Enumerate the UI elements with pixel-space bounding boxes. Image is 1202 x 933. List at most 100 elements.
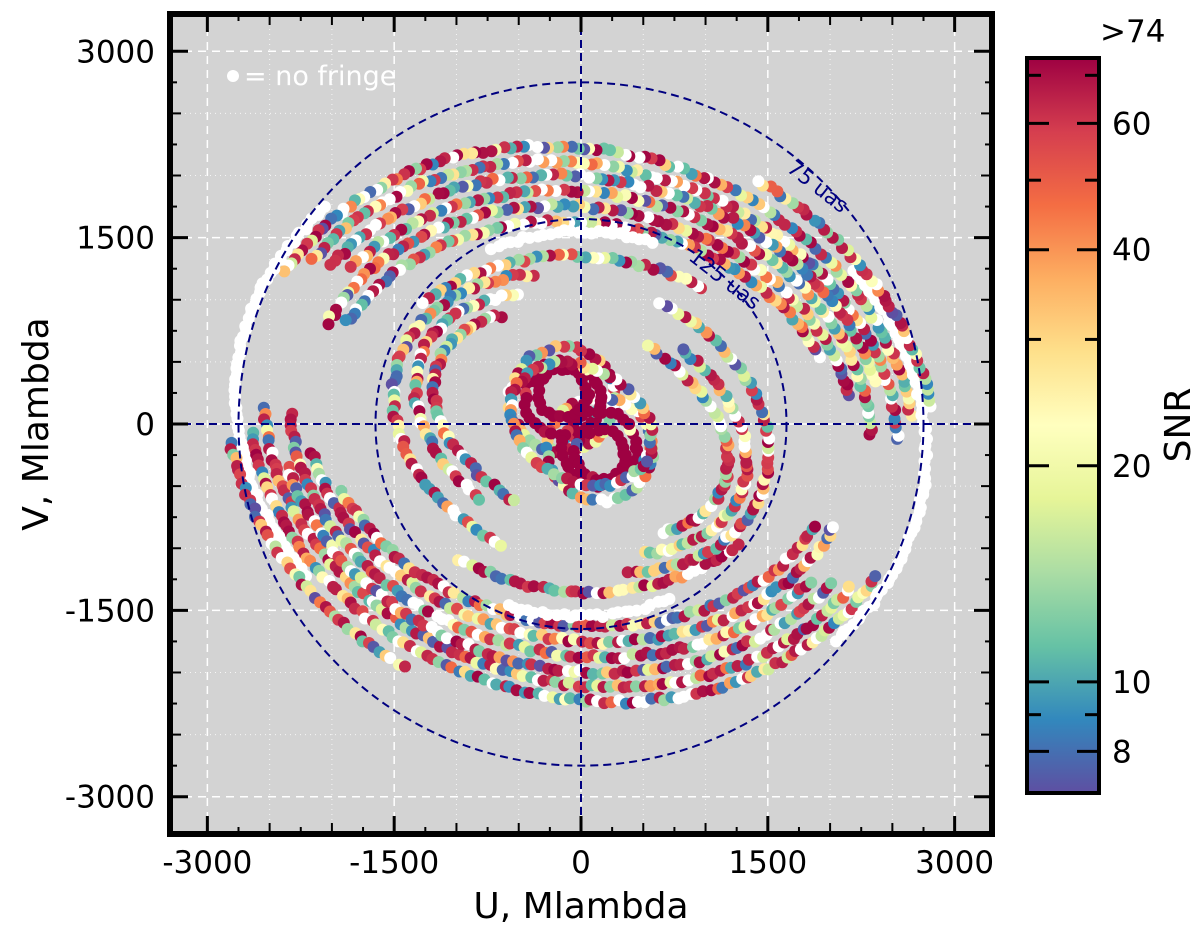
- data-point: [462, 610, 475, 623]
- data-point: [506, 156, 519, 169]
- data-point: [641, 339, 654, 352]
- x-tick-label: -3000: [162, 845, 252, 881]
- data-point: [593, 424, 605, 437]
- data-point: [809, 214, 821, 227]
- data-point: [262, 434, 275, 447]
- colorbar-title: SNR: [1158, 388, 1199, 463]
- data-point: [671, 160, 684, 173]
- data-point: [727, 211, 740, 224]
- colorbar-tick-label: 60: [1112, 106, 1151, 142]
- data-point: [432, 187, 445, 200]
- data-point: [562, 676, 575, 689]
- data-point: [531, 141, 544, 153]
- data-point: [631, 443, 643, 456]
- no-fringe-marker: [227, 70, 239, 82]
- data-point: [809, 520, 821, 533]
- data-point: [565, 140, 578, 153]
- data-point: [677, 343, 690, 356]
- data-point: [339, 314, 352, 327]
- data-point: [659, 352, 672, 365]
- data-point: [621, 566, 634, 579]
- y-tick-label: 3000: [76, 34, 155, 70]
- data-point: [514, 626, 527, 639]
- data-points: [224, 139, 937, 710]
- x-tick-label: 0: [571, 845, 591, 881]
- data-point: [826, 521, 839, 534]
- data-point: [598, 216, 611, 229]
- data-point: [552, 664, 565, 677]
- no-fringe-legend: = no fringe: [227, 61, 396, 92]
- data-point: [344, 260, 357, 273]
- data-point: [574, 356, 587, 369]
- data-point: [548, 584, 561, 597]
- data-point: [565, 248, 578, 261]
- data-point: [619, 449, 632, 462]
- data-point: [732, 538, 745, 551]
- data-point: [603, 635, 616, 648]
- data-point: [630, 680, 642, 693]
- data-point: [653, 297, 666, 310]
- no-fringe-text: = no fringe: [244, 61, 396, 92]
- data-point: [447, 586, 460, 599]
- data-point: [545, 427, 557, 440]
- data-point: [459, 197, 472, 210]
- origin-axes: [170, 14, 992, 834]
- data-point: [617, 583, 629, 596]
- data-point: [639, 169, 652, 182]
- data-point: [677, 642, 690, 655]
- data-point: [694, 669, 707, 682]
- data-point: [305, 252, 318, 265]
- y-axis-label: V, Mlambda: [16, 317, 57, 530]
- data-point: [663, 592, 676, 605]
- data-point: [514, 172, 527, 185]
- data-point: [422, 605, 434, 618]
- colorbar-tick-label: 20: [1112, 449, 1151, 485]
- data-point: [527, 580, 540, 593]
- data-point: [752, 175, 765, 188]
- data-point: [490, 678, 503, 691]
- data-point: [551, 141, 564, 154]
- data-point: [456, 180, 469, 193]
- data-point: [322, 318, 335, 331]
- data-point: [537, 674, 550, 687]
- data-point: [717, 614, 730, 627]
- axis-tick-labels: -3000 -1500 0 1500 3000 3000 1500 0 -1500 -3000: [65, 34, 994, 881]
- data-point: [641, 455, 653, 468]
- data-point: [888, 412, 901, 425]
- data-point: [869, 570, 882, 583]
- data-point: [551, 649, 564, 662]
- data-point: [842, 580, 855, 593]
- data-point: [642, 211, 655, 224]
- data-point: [501, 203, 514, 216]
- colorbar-top-label: >74: [1100, 14, 1165, 50]
- data-point: [278, 265, 291, 278]
- data-point: [825, 577, 838, 590]
- data-point: [564, 692, 576, 705]
- data-point: [495, 572, 508, 585]
- colorbar-tick-label: 8: [1112, 734, 1132, 770]
- x-tick-label: 1500: [728, 845, 807, 881]
- data-point: [633, 151, 646, 164]
- data-point: [523, 687, 536, 699]
- colorbar-frame: [1025, 56, 1101, 795]
- colorbar: 60 40 20 10 8 >74 SNR: [1025, 14, 1199, 795]
- data-point: [541, 608, 554, 621]
- data-point: [605, 406, 618, 419]
- data-point: [512, 657, 525, 670]
- data-point: [805, 576, 818, 589]
- data-point: [416, 297, 429, 309]
- data-point: [607, 160, 620, 173]
- data-point: [711, 239, 724, 251]
- axis-ticks: [170, 14, 992, 834]
- x-axis-label: U, Mlambda: [473, 886, 688, 927]
- data-point: [569, 170, 582, 183]
- colorbar-tick-label: 10: [1112, 665, 1151, 701]
- reference-ring: [237, 81, 925, 767]
- data-point: [399, 660, 411, 673]
- data-point: [552, 248, 565, 261]
- data-point: [517, 218, 530, 231]
- data-point: [414, 585, 427, 598]
- data-point: [324, 258, 337, 271]
- data-point: [596, 611, 609, 623]
